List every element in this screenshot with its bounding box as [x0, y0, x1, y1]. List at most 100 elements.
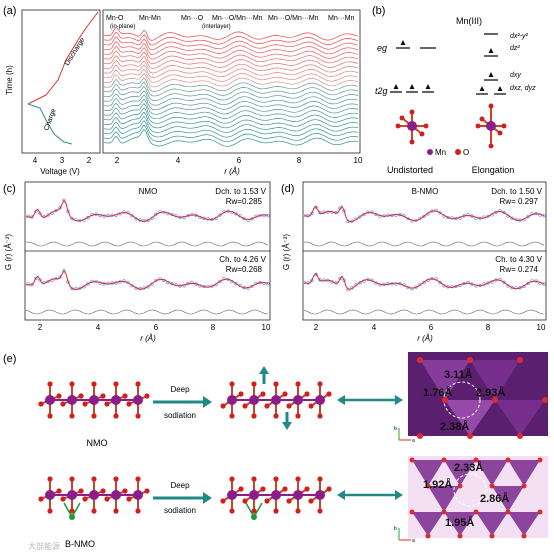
- atom-legend: Mn O: [427, 148, 469, 157]
- mn-atom: [293, 395, 303, 405]
- bnmo-label: B-NMO: [65, 539, 95, 549]
- mn-legend-label: Mn: [435, 148, 446, 157]
- o-atom: [264, 498, 270, 504]
- o-atom: [317, 413, 323, 419]
- nmo-label: NMO: [87, 438, 108, 448]
- observed-data-point: [70, 217, 74, 221]
- pdf-waterfall-trace: [103, 50, 359, 65]
- mn-atom: [89, 395, 99, 405]
- observed-data-point: [302, 213, 306, 217]
- pdf-waterfall-trace: [103, 107, 359, 124]
- o-atom: [295, 413, 301, 419]
- undistorted-label: Undistorted: [387, 165, 433, 175]
- difference-curve: [303, 309, 545, 315]
- panel-c-top-rw: Rw=0.285: [226, 197, 263, 206]
- o-atom: [273, 508, 279, 514]
- watermark: 大部能源: [28, 541, 60, 551]
- r-tick: 6: [237, 156, 242, 165]
- o-atom: [242, 403, 248, 409]
- o-atom: [286, 403, 292, 409]
- x-tick: 10: [537, 323, 546, 332]
- elongation-electrons: [479, 48, 503, 91]
- discharge-curve: [27, 11, 99, 105]
- time-axis-label: Time (h): [5, 65, 14, 95]
- o-atom: [295, 508, 301, 514]
- difference-curve: [25, 241, 269, 247]
- o-atom: [304, 391, 310, 397]
- peak-label-mnmn-2: Mn···Mn: [328, 15, 355, 22]
- o-atom: [122, 488, 128, 494]
- eg-label: eg: [377, 43, 387, 53]
- observed-data-point: [510, 216, 514, 220]
- pdf-waterfall-trace: [103, 73, 359, 88]
- x-tick: 2: [314, 323, 319, 332]
- observed-data-point: [486, 281, 490, 285]
- o-atom: [113, 381, 119, 387]
- fit-curve: [303, 272, 545, 290]
- o-atom: [260, 486, 266, 492]
- pdf-waterfall-trace: [103, 77, 359, 92]
- t2g-label: t2g: [375, 86, 388, 96]
- mn-atom: [227, 490, 237, 500]
- fit-curve: [25, 269, 269, 290]
- o-atom: [113, 413, 119, 419]
- undistorted-levels: [390, 47, 436, 93]
- peak-label-mnomnmn-2: Mn···O/Mn···Mn: [268, 15, 319, 22]
- difference-curve: [303, 241, 545, 247]
- double-arrow-top: [337, 395, 403, 405]
- panel-c-bottom-condition: Ch. to 4.26 V: [219, 255, 266, 264]
- peak-labels: Mn-O (in-plane) Mn-Mn Mn···O (interlayer…: [106, 15, 355, 30]
- panel-d-xlabel: r (Å): [417, 334, 433, 343]
- voltage-plot-frame: [21, 9, 101, 154]
- boron-atom: [251, 514, 257, 520]
- panel-c-curves: [25, 198, 270, 315]
- panel-c-title: NMO: [139, 187, 158, 196]
- panel-c-label: (c): [3, 183, 16, 195]
- o-atom: [47, 413, 53, 419]
- o-atom: [282, 391, 288, 397]
- observed-data-point: [486, 214, 490, 218]
- o-atom: [304, 486, 310, 492]
- x-tick: 6: [429, 323, 434, 332]
- x-tick: 2: [38, 323, 43, 332]
- panel-e-label: (e): [3, 353, 16, 365]
- o-atom: [60, 401, 66, 407]
- o-atom: [229, 413, 235, 419]
- panel-d-top-rw: Rw= 0.297: [500, 197, 539, 206]
- axis-b-bottom: b: [394, 526, 397, 532]
- crystal-view-bottom: 2.33Å 1.92Å 2.86Å 1.95Å b a: [394, 456, 548, 544]
- pdf-waterfall-trace: [103, 59, 359, 74]
- observed-data-point: [38, 278, 42, 282]
- o-atom: [38, 401, 44, 407]
- observed-data-point: [502, 280, 506, 284]
- pdf-waterfall-trace: [103, 68, 359, 83]
- elongation-label: Elongation: [472, 165, 515, 175]
- observed-data-point: [46, 279, 50, 283]
- o-atom: [273, 413, 279, 419]
- dist-top-2: 2.93Å: [476, 386, 505, 399]
- o-atom: [100, 393, 106, 399]
- peak-label-mnomnmn: Mn···O/Mn···Mn: [212, 15, 263, 22]
- pdf-waterfall-trace: [103, 81, 359, 97]
- mn-atom: [67, 395, 77, 405]
- mn-atom: [45, 395, 55, 405]
- voltage-tick: 4: [33, 156, 38, 165]
- pdf-waterfall-trace: [103, 90, 359, 106]
- panel-d-top-condition: Dch. to 1.50 V: [491, 187, 542, 196]
- o-atom: [47, 508, 53, 514]
- o-atom: [326, 486, 332, 492]
- observed-data-point: [410, 287, 414, 291]
- observed-data-point: [46, 213, 50, 217]
- peak-label-mnmn: Mn-Mn: [139, 15, 161, 22]
- r-tick: 10: [354, 156, 363, 165]
- observed-data-point: [318, 211, 322, 215]
- mn-atom: [249, 490, 259, 500]
- double-arrow-bottom: [337, 490, 403, 500]
- r-tick: 4: [176, 156, 181, 165]
- fit-curve: [303, 205, 545, 223]
- panel-e: (e) Deep sodiation Deep sodiation: [3, 352, 548, 551]
- o-atom: [38, 496, 44, 502]
- o-atom: [100, 488, 106, 494]
- dist-bottom-0: 2.33Å: [454, 461, 483, 474]
- o-atom: [47, 381, 53, 387]
